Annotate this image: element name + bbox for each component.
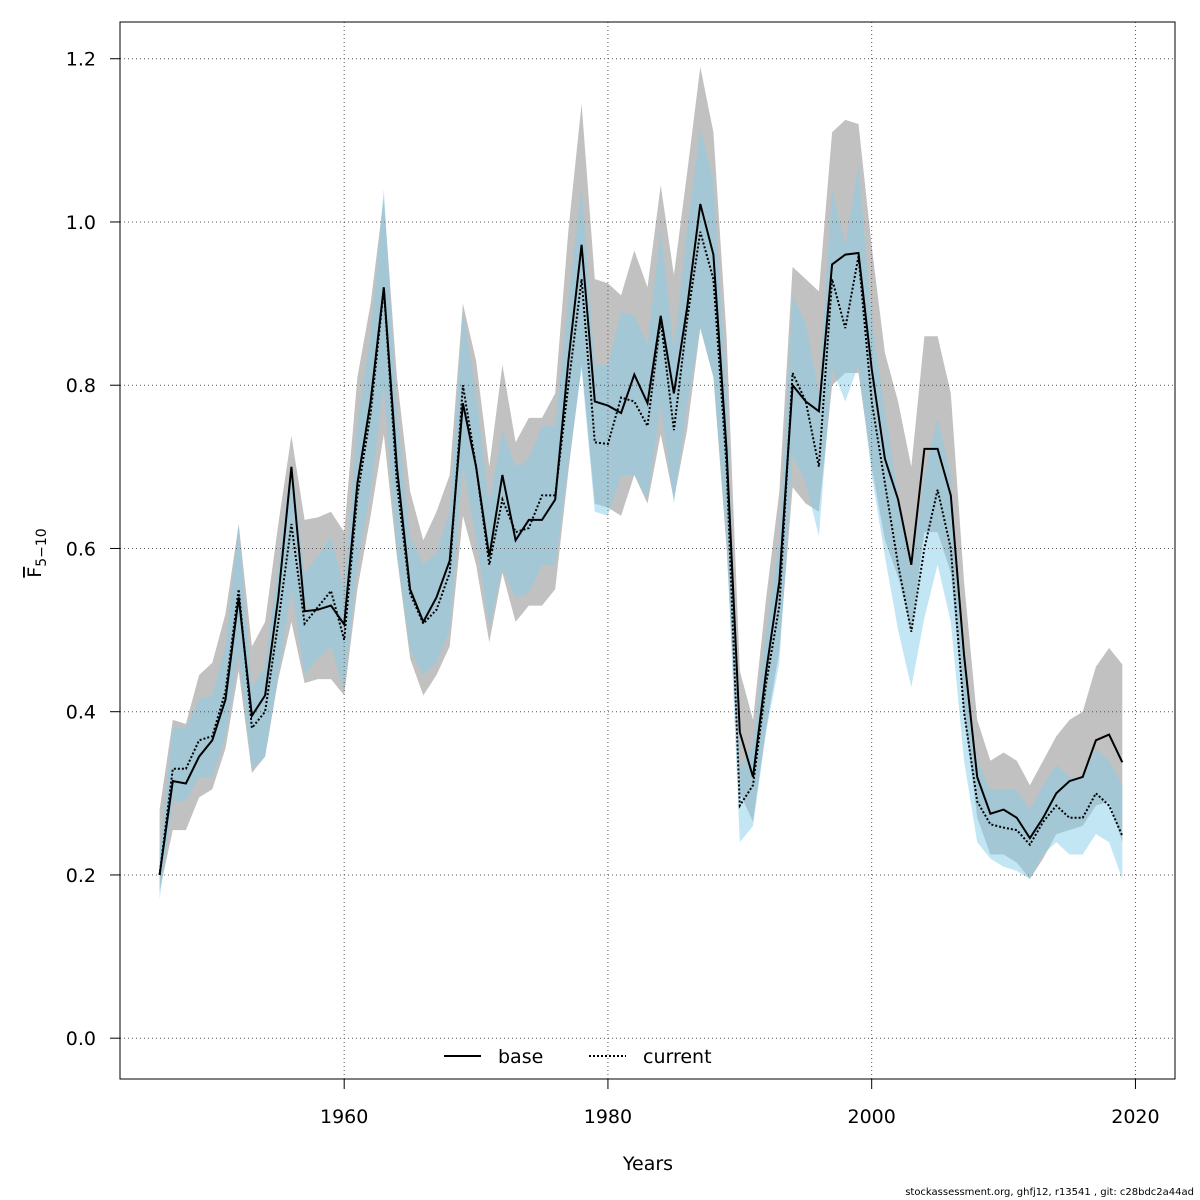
svg-text:F5−10: F5−10 <box>24 528 50 577</box>
y-tick-label-0.6: 0.6 <box>66 538 96 560</box>
footer-note: stockassessment.org, ghfj12, r13541 , gi… <box>905 1187 1194 1198</box>
x-tick-label-2020: 2020 <box>1111 1106 1159 1128</box>
confidence-bands <box>159 66 1123 900</box>
band-current <box>159 128 1123 900</box>
x-tick-label-2000: 2000 <box>848 1106 896 1128</box>
grid-lines <box>120 22 1175 1079</box>
legend-label-current: current <box>643 1046 712 1068</box>
y-axis-title: F5−10 <box>24 528 50 577</box>
y-tick-label-0.8: 0.8 <box>66 375 96 397</box>
y-tick-label-1.2: 1.2 <box>66 49 96 71</box>
y-tick-label-0.0: 0.0 <box>66 1028 96 1050</box>
series-line-current <box>158 231 1124 876</box>
y-tick-label-1.0: 1.0 <box>66 212 96 234</box>
x-tick-label-1980: 1980 <box>584 1106 632 1128</box>
legend: base current <box>444 1046 712 1068</box>
y-tick-label-0.2: 0.2 <box>66 865 96 887</box>
y-axis-title-subscript: 5−10 <box>34 528 50 566</box>
x-axis-title: Years <box>622 1153 673 1175</box>
series-line-base <box>158 203 1124 876</box>
series-lines <box>158 203 1124 876</box>
y-axis-title-main: F <box>24 567 46 578</box>
x-tick-label-1960: 1960 <box>320 1106 368 1128</box>
axes: 1960 1980 2000 2020 0.0 0.2 0.4 0.6 0.8 1.0 1.2 <box>66 49 1160 1128</box>
y-tick-label-0.4: 0.4 <box>66 702 96 724</box>
legend-label-base: base <box>498 1046 543 1068</box>
